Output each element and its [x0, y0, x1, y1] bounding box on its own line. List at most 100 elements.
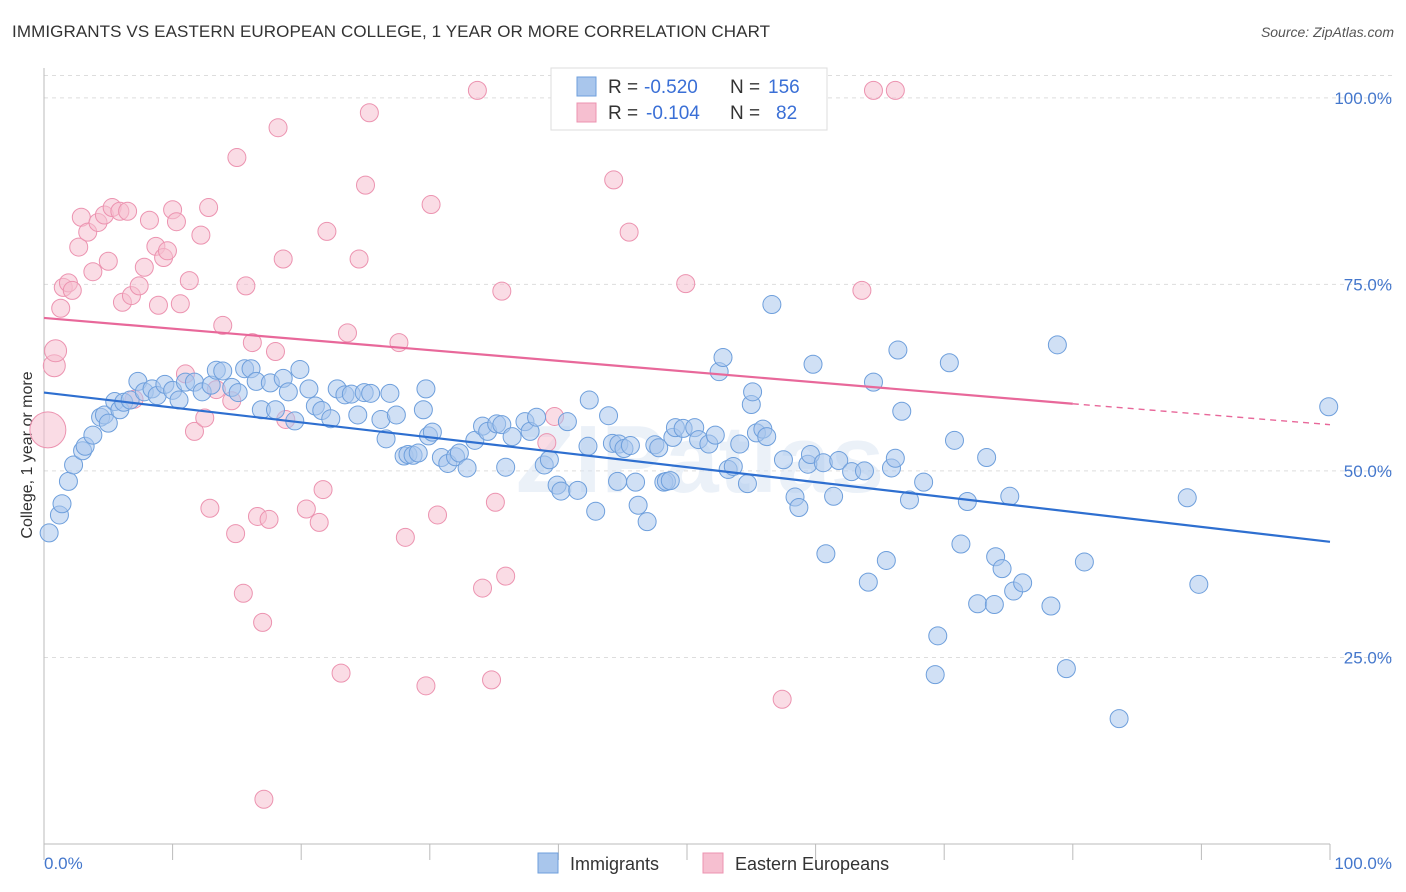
y-tick-label: 50.0% — [1344, 462, 1392, 481]
eastern-point — [772, 689, 792, 709]
immigrants-point — [608, 471, 628, 491]
eastern-legend-label: Eastern Europeans — [735, 854, 889, 874]
eastern-point — [157, 241, 177, 261]
immigrants-point — [824, 486, 844, 506]
eastern-point — [482, 670, 502, 690]
immigrants-point — [361, 383, 381, 403]
immigrants-point — [773, 450, 793, 470]
x-tick-label-max: 100.0% — [1334, 854, 1392, 873]
eastern-point — [296, 499, 316, 519]
eastern-point — [29, 411, 67, 449]
immigrants-points — [39, 295, 1339, 729]
immigrants-point — [1189, 574, 1209, 594]
regression-lines — [43, 316, 1331, 543]
eastern-point — [604, 170, 624, 190]
eastern-point — [233, 583, 253, 603]
immigrants-legend-label: Immigrants — [570, 854, 659, 874]
immigrants-n-value: 156 — [768, 77, 800, 98]
immigrants-point — [265, 400, 285, 420]
eastern-point — [166, 212, 186, 232]
eastern-point — [331, 663, 351, 683]
y-axis-title: College, 1 year or more — [19, 371, 36, 538]
immigrants-point — [578, 436, 598, 456]
immigrants-point — [502, 427, 522, 447]
immigrants-point — [888, 340, 908, 360]
immigrants-point — [58, 471, 78, 491]
immigrants-point — [914, 472, 934, 492]
eastern-point — [268, 118, 288, 138]
immigrants-point — [730, 434, 750, 454]
y-axis-tick-labels: 25.0% 50.0% 75.0% 100.0% — [1334, 89, 1392, 668]
immigrants-point — [408, 443, 428, 463]
immigrants-point — [637, 512, 657, 532]
eastern-point — [44, 339, 68, 363]
immigrants-point — [743, 382, 763, 402]
immigrants-r-value: -0.520 — [644, 77, 698, 98]
immigrants-point — [579, 390, 599, 410]
eastern-r-label: R = — [608, 103, 638, 124]
immigrants-point — [660, 471, 680, 491]
eastern-point — [62, 280, 82, 300]
eastern-point — [863, 80, 883, 100]
immigrants-point — [762, 295, 782, 315]
immigrants-point — [496, 457, 516, 477]
immigrants-trend-line — [43, 391, 1331, 543]
eastern-point — [98, 251, 118, 271]
eastern-n-value: 82 — [776, 103, 797, 124]
immigrants-point — [705, 425, 725, 445]
x-tick-label-min: 0.0% — [44, 854, 83, 873]
eastern-point — [416, 676, 436, 696]
immigrants-legend-swatch — [576, 76, 597, 97]
immigrants-point — [713, 348, 733, 368]
eastern-point — [356, 175, 375, 195]
immigrants-point — [951, 534, 971, 554]
eastern-point — [492, 281, 512, 301]
immigrants-point — [321, 409, 341, 429]
eastern-point — [265, 342, 285, 362]
immigrants-point — [1047, 335, 1067, 355]
immigrants-point — [620, 436, 640, 456]
eastern-point — [69, 237, 89, 257]
legend-box — [550, 67, 828, 131]
eastern-point — [191, 225, 211, 245]
series-legend: Immigrants Eastern Europeans — [537, 852, 889, 874]
immigrants-point — [885, 448, 905, 468]
eastern-point — [273, 249, 293, 269]
eastern-point — [676, 274, 696, 294]
eastern-point — [885, 80, 905, 100]
eastern-trend-line — [43, 316, 1073, 405]
eastern-point — [852, 280, 872, 300]
immigrants-point — [1074, 552, 1094, 572]
immigrants-point — [290, 359, 310, 379]
immigrants-point — [557, 412, 577, 432]
x-axis-ticks — [43, 844, 1331, 860]
immigrants-point — [64, 455, 84, 475]
immigrants-point — [899, 490, 919, 510]
immigrants-point — [599, 406, 619, 426]
immigrants-point — [539, 450, 559, 470]
immigrants-point — [169, 390, 189, 410]
eastern-point — [148, 295, 168, 315]
immigrants-point — [968, 594, 988, 614]
eastern-legend-swatch — [576, 102, 597, 123]
eastern-point — [51, 298, 71, 318]
immigrants-point — [628, 495, 648, 515]
eastern-point — [242, 333, 262, 353]
eastern-point — [226, 524, 246, 544]
eastern-point — [170, 294, 190, 314]
immigrants-point — [586, 501, 606, 521]
immigrants-point — [737, 474, 757, 494]
immigrants-point — [1013, 573, 1033, 593]
eastern-point — [118, 201, 138, 221]
immigrants-point — [228, 383, 248, 403]
immigrants-point — [892, 401, 912, 421]
eastern-point — [179, 271, 199, 291]
immigrants-point — [803, 354, 823, 374]
immigrants-point — [1041, 596, 1061, 616]
immigrants-point — [416, 379, 436, 399]
eastern-point — [485, 492, 505, 512]
eastern-point — [236, 276, 256, 296]
eastern-bottom-swatch — [702, 852, 724, 874]
immigrants-point — [348, 405, 368, 425]
